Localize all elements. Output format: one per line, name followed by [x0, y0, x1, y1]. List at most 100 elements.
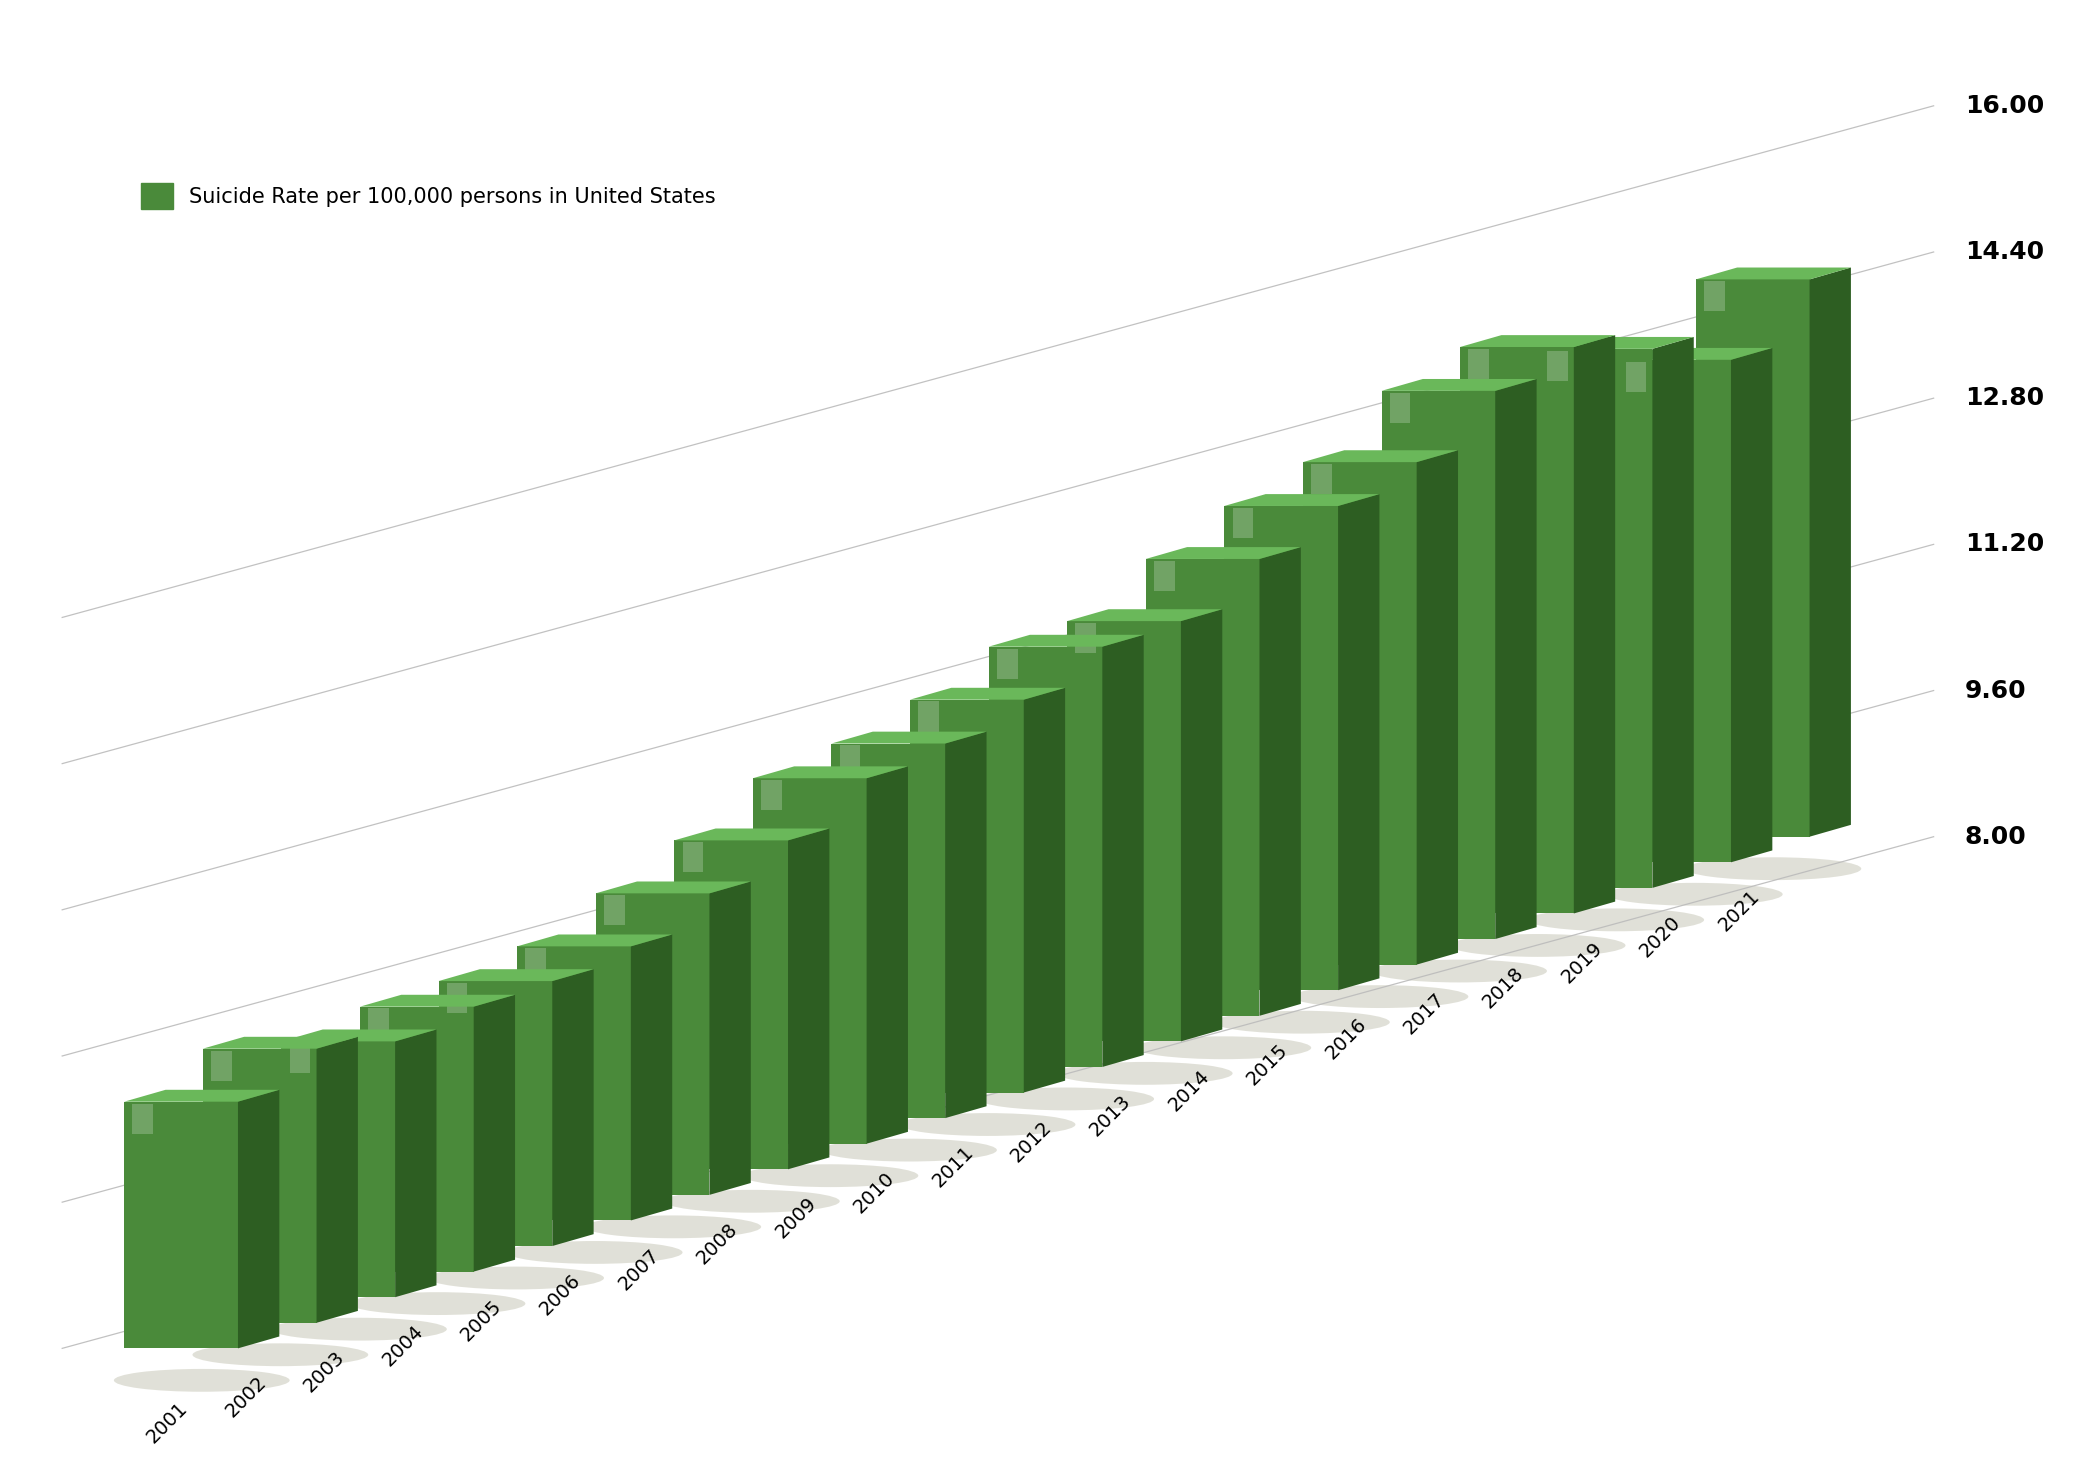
- Text: 2012: 2012: [1007, 1117, 1057, 1166]
- Polygon shape: [988, 635, 1144, 647]
- Polygon shape: [946, 731, 986, 1117]
- Text: 2002: 2002: [221, 1373, 271, 1421]
- Ellipse shape: [506, 1242, 684, 1264]
- Polygon shape: [438, 969, 594, 981]
- Polygon shape: [361, 1006, 473, 1271]
- Polygon shape: [832, 743, 946, 1117]
- Polygon shape: [1546, 351, 1567, 380]
- Polygon shape: [1538, 349, 1653, 888]
- Text: 2009: 2009: [771, 1194, 821, 1242]
- Ellipse shape: [427, 1267, 604, 1289]
- Text: 2020: 2020: [1636, 913, 1684, 961]
- Polygon shape: [1461, 334, 1615, 346]
- Ellipse shape: [900, 1113, 1075, 1137]
- Polygon shape: [1469, 349, 1490, 379]
- Polygon shape: [1302, 450, 1459, 462]
- Text: 2006: 2006: [536, 1271, 584, 1319]
- Text: 2004: 2004: [379, 1322, 427, 1370]
- Polygon shape: [911, 688, 1065, 700]
- Text: 2019: 2019: [1557, 938, 1607, 987]
- Ellipse shape: [1057, 1063, 1232, 1085]
- Polygon shape: [675, 829, 829, 841]
- Polygon shape: [281, 1042, 396, 1296]
- Polygon shape: [675, 841, 788, 1169]
- Ellipse shape: [1136, 1036, 1311, 1060]
- Text: 2003: 2003: [300, 1347, 348, 1396]
- Polygon shape: [788, 829, 829, 1169]
- Polygon shape: [517, 946, 631, 1221]
- Text: 14.40: 14.40: [1965, 240, 2044, 263]
- Text: 2005: 2005: [456, 1296, 506, 1345]
- Polygon shape: [281, 1030, 436, 1042]
- Polygon shape: [1696, 268, 1851, 280]
- Ellipse shape: [350, 1292, 525, 1316]
- Ellipse shape: [586, 1215, 761, 1239]
- Ellipse shape: [192, 1344, 369, 1366]
- Polygon shape: [1390, 392, 1411, 423]
- Legend: Suicide Rate per 100,000 persons in United States: Suicide Rate per 100,000 persons in Unit…: [133, 175, 725, 218]
- Ellipse shape: [665, 1190, 840, 1212]
- Polygon shape: [1311, 463, 1332, 494]
- Polygon shape: [1617, 348, 1771, 360]
- Ellipse shape: [1607, 884, 1782, 906]
- Text: 2007: 2007: [615, 1245, 663, 1294]
- Polygon shape: [1232, 508, 1252, 537]
- Text: 2013: 2013: [1086, 1092, 1134, 1140]
- Text: 2014: 2014: [1165, 1066, 1213, 1114]
- Polygon shape: [1182, 610, 1223, 1042]
- Ellipse shape: [1292, 986, 1469, 1008]
- Polygon shape: [317, 1037, 358, 1323]
- Polygon shape: [202, 1049, 317, 1323]
- Polygon shape: [1223, 506, 1338, 990]
- Polygon shape: [596, 882, 750, 894]
- Ellipse shape: [1450, 934, 1626, 958]
- Text: 2021: 2021: [1715, 887, 1763, 935]
- Ellipse shape: [742, 1165, 919, 1187]
- Polygon shape: [1338, 494, 1380, 990]
- Polygon shape: [517, 934, 673, 946]
- Text: 2001: 2001: [144, 1399, 192, 1447]
- Polygon shape: [1223, 494, 1380, 506]
- Text: 2015: 2015: [1244, 1040, 1292, 1089]
- Polygon shape: [988, 647, 1102, 1067]
- Polygon shape: [525, 949, 546, 978]
- Polygon shape: [1155, 561, 1175, 591]
- Text: 8.00: 8.00: [1965, 824, 2026, 848]
- Polygon shape: [1461, 346, 1573, 913]
- Polygon shape: [752, 767, 909, 778]
- Polygon shape: [1023, 688, 1065, 1092]
- Polygon shape: [210, 1051, 231, 1080]
- Polygon shape: [446, 983, 467, 1012]
- Polygon shape: [1732, 348, 1771, 863]
- Polygon shape: [596, 894, 709, 1194]
- Polygon shape: [1067, 610, 1223, 622]
- Polygon shape: [604, 895, 625, 925]
- Text: 2010: 2010: [850, 1168, 898, 1217]
- Polygon shape: [840, 746, 861, 776]
- Polygon shape: [996, 648, 1017, 679]
- Polygon shape: [361, 995, 515, 1006]
- Polygon shape: [202, 1037, 358, 1049]
- Text: 16.00: 16.00: [1965, 93, 2044, 118]
- Polygon shape: [1417, 450, 1459, 965]
- Polygon shape: [438, 981, 552, 1246]
- Polygon shape: [1302, 462, 1417, 965]
- Text: 12.80: 12.80: [1965, 386, 2044, 410]
- Polygon shape: [867, 767, 909, 1144]
- Polygon shape: [919, 702, 940, 731]
- Text: 2008: 2008: [694, 1220, 742, 1268]
- Polygon shape: [1494, 379, 1536, 938]
- Text: 2018: 2018: [1480, 963, 1528, 1012]
- Polygon shape: [1573, 334, 1615, 913]
- Polygon shape: [1626, 361, 1646, 392]
- Polygon shape: [1653, 337, 1694, 888]
- Polygon shape: [631, 934, 673, 1221]
- Polygon shape: [133, 1104, 154, 1134]
- Ellipse shape: [1686, 857, 1861, 881]
- Polygon shape: [552, 969, 594, 1246]
- Ellipse shape: [977, 1088, 1155, 1110]
- Polygon shape: [1705, 281, 1726, 311]
- Text: 9.60: 9.60: [1965, 678, 2026, 703]
- Polygon shape: [1146, 548, 1300, 559]
- Polygon shape: [290, 1043, 311, 1073]
